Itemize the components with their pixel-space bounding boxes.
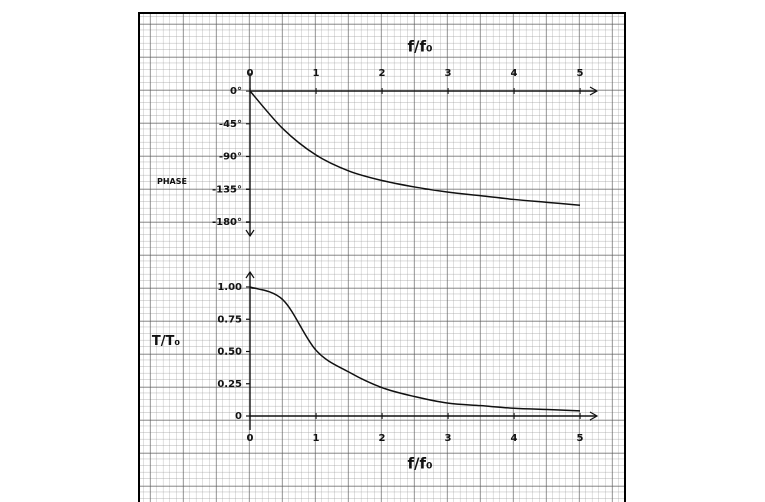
x-axis-arrow bbox=[589, 86, 599, 96]
data-line bbox=[249, 286, 581, 412]
y-axis-label: T/T₀ bbox=[152, 334, 180, 349]
x-tick-label: 0 bbox=[247, 68, 254, 79]
x-tick-label: 5 bbox=[577, 68, 584, 79]
x-tick-label: 2 bbox=[379, 68, 386, 79]
graph-paper bbox=[138, 12, 626, 502]
x-axis-label: f/f₀ bbox=[407, 38, 432, 56]
y-tick-label: 0.75 bbox=[217, 314, 242, 325]
y-tick-label: 0° bbox=[230, 86, 242, 97]
x-tick-label: 0 bbox=[247, 433, 254, 444]
x-tick-label: 4 bbox=[511, 433, 518, 444]
x-tick-label: 3 bbox=[445, 68, 452, 79]
y-tick-label: -135° bbox=[212, 184, 242, 195]
y-tick-label: -180° bbox=[212, 217, 242, 228]
y-tick-label: 0.50 bbox=[217, 347, 242, 358]
x-axis-label: f/f₀ bbox=[407, 455, 432, 473]
y-tick-label: 0.25 bbox=[217, 379, 242, 390]
y-tick-label: -45° bbox=[219, 119, 242, 130]
y-tick-label: -90° bbox=[219, 152, 242, 163]
data-line bbox=[249, 90, 581, 207]
x-tick-label: 1 bbox=[313, 68, 320, 79]
x-tick-label: 5 bbox=[577, 433, 584, 444]
x-tick-label: 1 bbox=[313, 433, 320, 444]
x-tick-label: 2 bbox=[379, 433, 386, 444]
y-tick-label: 1.00 bbox=[217, 282, 242, 293]
y-axis-label: PHASE bbox=[157, 177, 187, 186]
y-axis-arrow bbox=[245, 229, 255, 238]
y-axis-arrow bbox=[245, 270, 255, 279]
y-tick-label: 0 bbox=[235, 411, 242, 422]
x-tick-label: 4 bbox=[511, 68, 518, 79]
x-axis-arrow bbox=[589, 411, 599, 421]
x-tick-label: 3 bbox=[445, 433, 452, 444]
